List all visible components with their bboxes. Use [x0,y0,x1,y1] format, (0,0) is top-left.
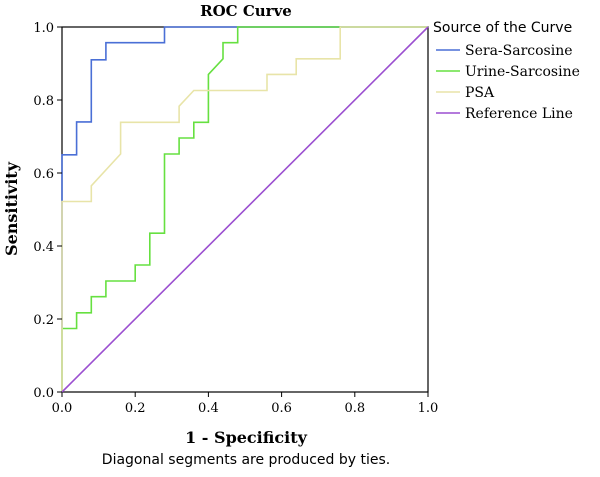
y-tick-label: 0.8 [33,94,54,109]
y-tick-label: 0.0 [33,386,54,401]
legend-item-label: Reference Line [465,106,573,122]
x-tick-label: 0.6 [271,401,292,416]
x-tick-label: 0.4 [198,401,219,416]
chart-title: ROC Curve [200,2,292,20]
series-line-3 [61,26,428,392]
legend-item-label: Sera-Sarcosine [465,43,573,59]
series-line-2 [61,26,428,392]
legend-item-label: PSA [465,85,495,101]
legend: Source of the Curve Sera-Sarcosine Urine-… [433,20,580,122]
footnote: Diagonal segments are produced by ties. [102,452,390,468]
x-axis-label: 1 - Specificity [185,428,308,447]
axis-ticks: 0.0 0.2 0.4 0.6 0.8 1.0 0.0 0.2 0.4 0.6 0.8 1.0 [33,21,438,416]
legend-title: Source of the Curve [433,20,572,36]
series-layer [61,26,429,393]
x-tick-label: 0.8 [344,401,365,416]
y-axis-label: Sensitivity [2,161,21,256]
y-tick-label: 1.0 [33,21,54,36]
series-line-4 [61,26,429,393]
legend-item-label: Urine-Sarcosine [465,64,580,80]
x-tick-label: 0.2 [125,401,146,416]
series-line-1 [61,26,428,392]
y-tick-label: 0.6 [33,167,54,182]
x-tick-label: 1.0 [418,401,439,416]
y-tick-label: 0.2 [33,313,54,328]
y-tick-label: 0.4 [33,240,54,255]
x-tick-label: 0.0 [52,401,73,416]
